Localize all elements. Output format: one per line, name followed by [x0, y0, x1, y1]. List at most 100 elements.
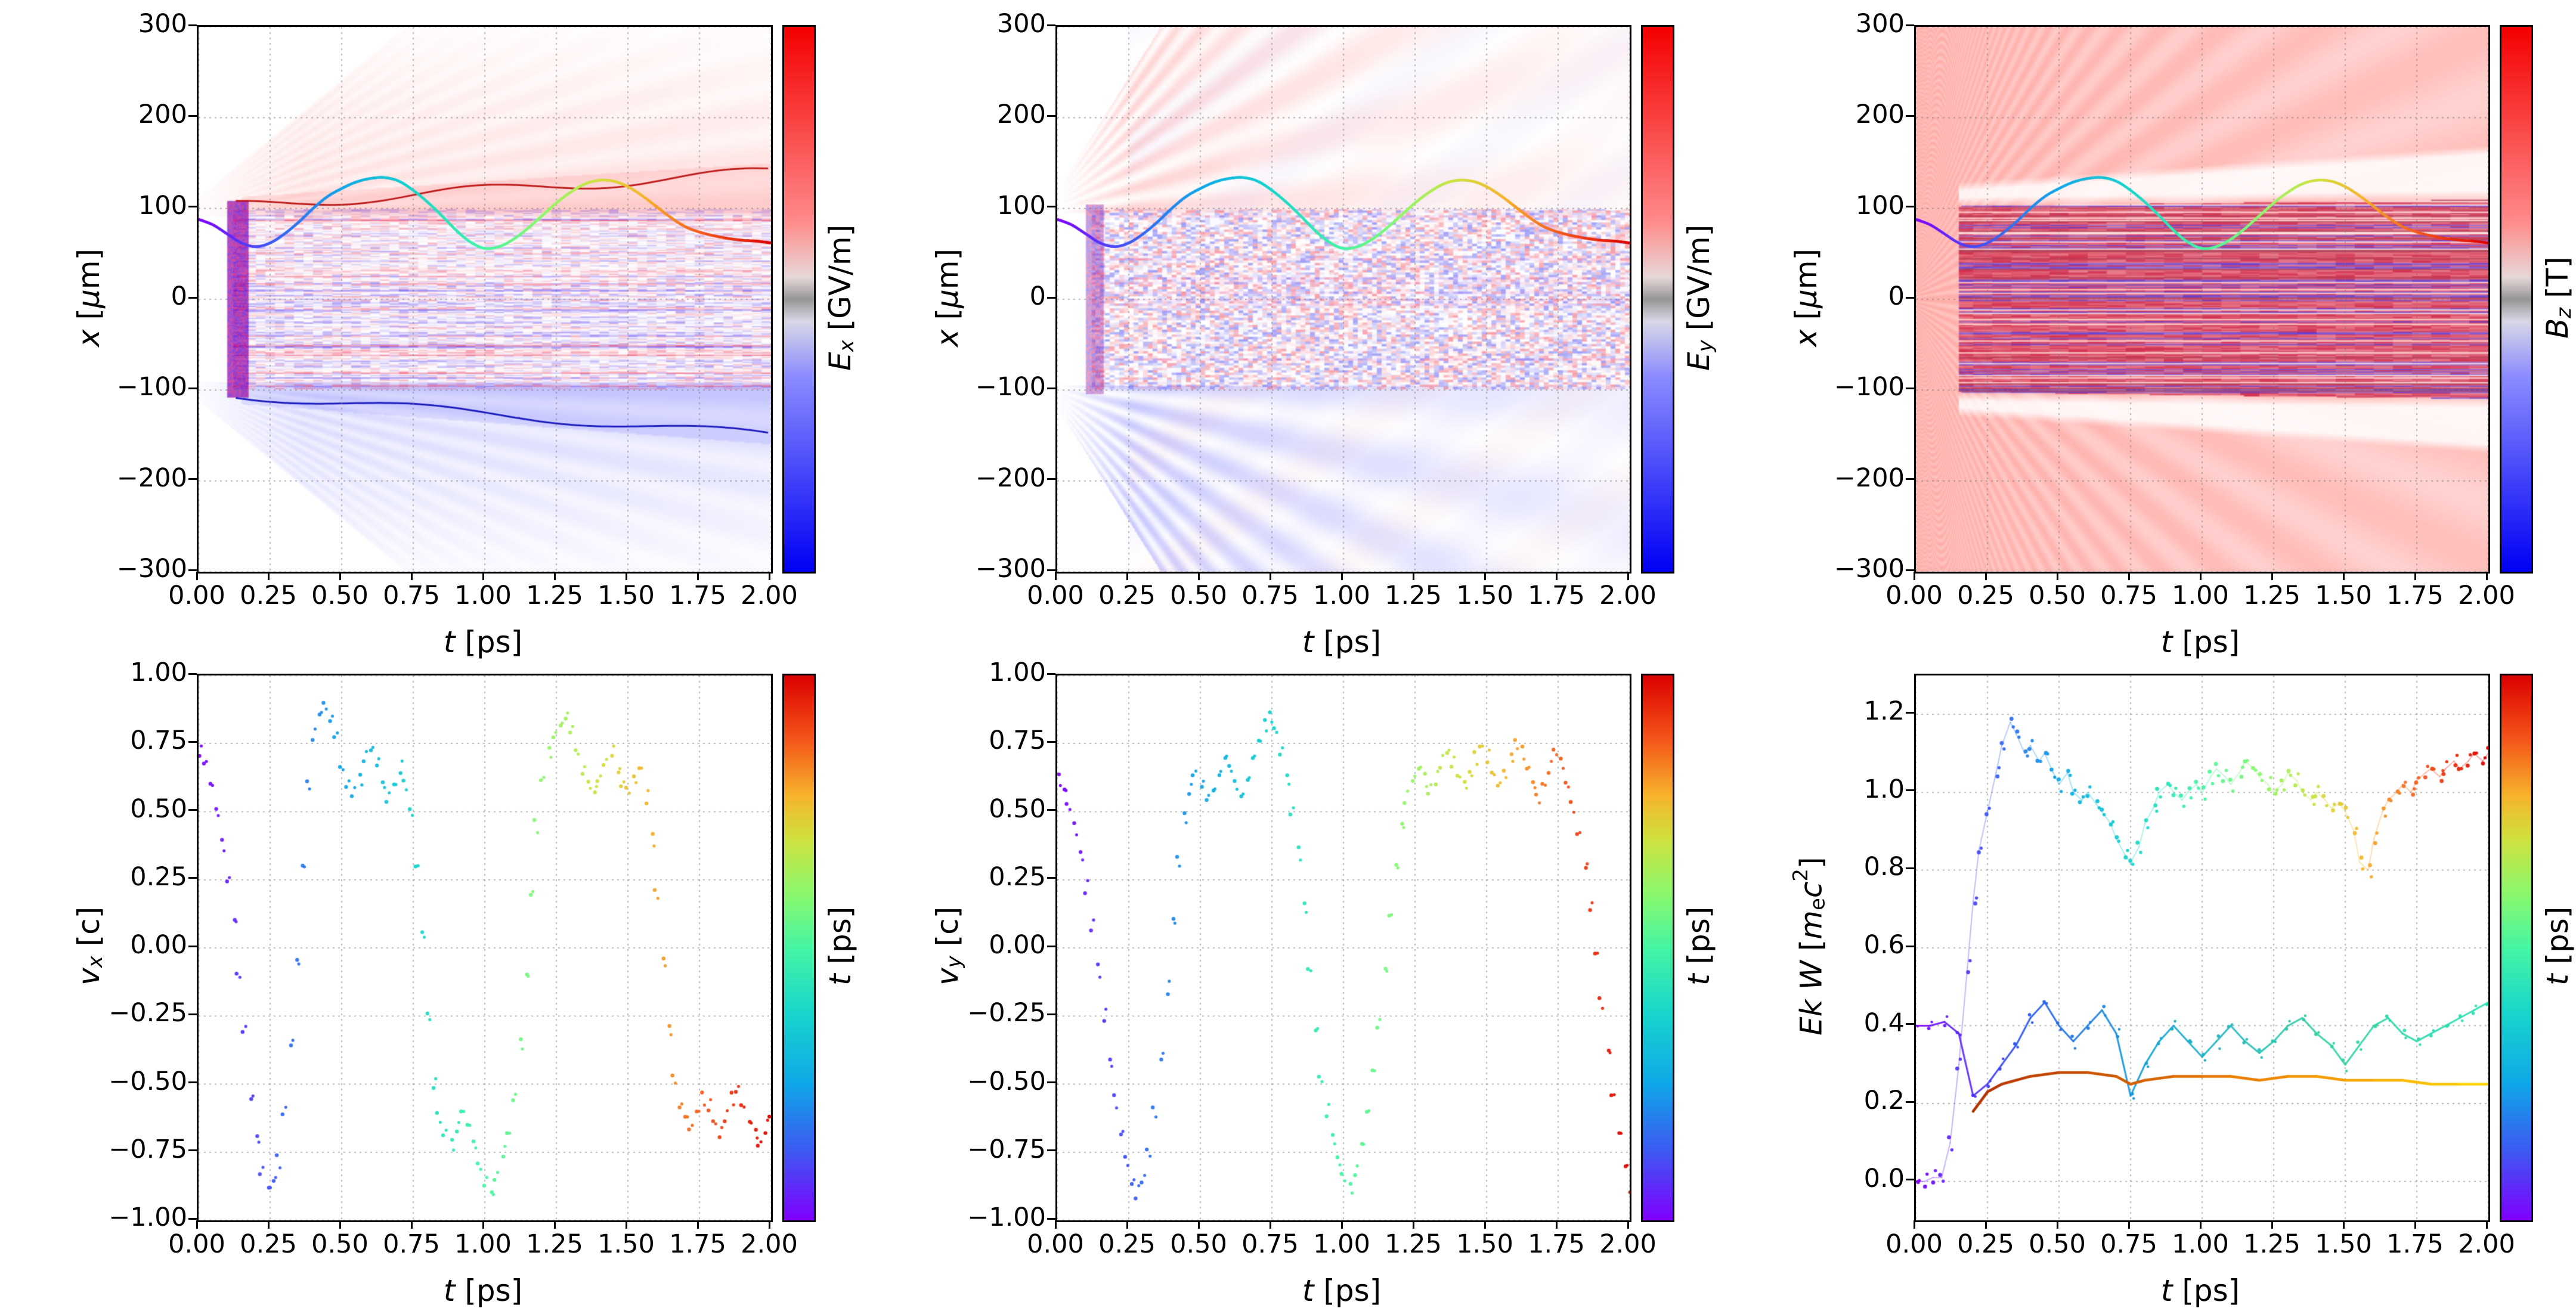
colorbar-label-vx: t [ps] [823, 906, 857, 986]
y-tick-label: 1.00 [989, 658, 1046, 687]
x-tick-mark [410, 1220, 413, 1229]
colorbar-label-ey_map: Ey [GV/m] [1682, 224, 1717, 371]
x-tick-mark [2342, 1220, 2345, 1229]
plot-area-ex_map [197, 25, 773, 574]
y-tick-mark [188, 809, 197, 811]
y-tick-mark [1906, 789, 1914, 792]
x-tick-mark [1412, 1220, 1414, 1229]
y-tick-mark [1906, 569, 1914, 571]
y-tick-mark [188, 1217, 197, 1220]
x-tick-label: 1.75 [669, 581, 726, 610]
y-tick-mark [1047, 24, 1055, 26]
y-tick-mark [1906, 945, 1914, 947]
y-tick-label: 0.75 [130, 726, 187, 756]
y-tick-label: −0.50 [967, 1066, 1046, 1096]
x-axis-label-energy: t [ps] [2160, 1273, 2240, 1308]
colorbar-label-vy: t [ps] [1682, 906, 1716, 986]
y-tick-mark [1047, 478, 1055, 481]
x-tick-mark [1984, 572, 1987, 580]
x-tick-mark [1269, 572, 1271, 580]
panel-vx: vx [c] 1.00 0.75 0.50 0.25 0.00 −0.25 −0.50 −0.7… [0, 649, 859, 1308]
y-tick-label: 0.8 [1863, 852, 1905, 882]
x-axis-label-vx: t [ps] [443, 1273, 523, 1308]
x-tick-label: 1.75 [669, 1229, 726, 1259]
x-tick-label: 1.50 [2315, 1229, 2372, 1259]
y-tick-label: 0.50 [130, 794, 187, 824]
y-tick-label: 100 [138, 190, 187, 221]
x-tick-label: 0.75 [383, 1229, 440, 1259]
x-tick-label: 1.75 [2386, 581, 2444, 610]
plot-canvas-energy [1916, 675, 2488, 1220]
colorbar-canvas-bz_map [2501, 27, 2531, 572]
x-tick-mark [2414, 1220, 2416, 1229]
plot-area-bz_map [1914, 25, 2490, 574]
y-tick-label: 0.00 [130, 930, 187, 960]
colorbar-ey_map [1641, 25, 1674, 574]
y-tick-label: 0.0 [1863, 1163, 1905, 1194]
x-axis-label-ey_map: t [ps] [1302, 625, 1382, 659]
x-tick-label: 1.00 [454, 581, 512, 610]
x-tick-mark [339, 572, 341, 580]
x-tick-label: 1.00 [1313, 581, 1370, 610]
x-tick-mark [696, 572, 699, 580]
y-tick-label: 0.25 [130, 861, 187, 892]
y-tick-mark [1047, 945, 1055, 947]
y-tick-mark [188, 206, 197, 208]
y-tick-label: 0 [171, 281, 187, 311]
x-tick-label: 2.00 [2458, 581, 2515, 610]
y-tick-mark [1906, 1179, 1914, 1181]
y-tick-mark [188, 1081, 197, 1083]
panel-ey_map: x [μm] 300 200 100 0 −100 −200 −300 0.00 0.25 0.50… [859, 0, 1717, 659]
x-tick-label: 1.50 [597, 581, 655, 610]
x-tick-mark [2485, 572, 2488, 580]
panel-energy: Ek W [mec2] 1.2 1.0 0.8 0.6 0.4 0.2 0.0 0.00 0.25… [1717, 649, 2576, 1308]
y-tick-mark [188, 672, 197, 675]
x-tick-label: 0.50 [311, 581, 369, 610]
y-tick-label: −0.50 [109, 1066, 187, 1096]
x-tick-label: 2.00 [1599, 581, 1657, 610]
x-tick-label: 1.25 [2243, 1229, 2301, 1259]
x-tick-mark [1913, 572, 1915, 580]
x-tick-mark [2271, 1220, 2273, 1229]
x-tick-mark [267, 572, 270, 580]
y-tick-label: 0.75 [989, 726, 1046, 756]
x-tick-label: 0.25 [1098, 1229, 1156, 1259]
y-tick-label: 300 [1855, 9, 1905, 39]
y-tick-label: −0.25 [967, 998, 1046, 1028]
x-tick-mark [1126, 1220, 1128, 1229]
x-tick-mark [267, 1220, 270, 1229]
y-tick-label: 0 [1888, 281, 1905, 311]
x-tick-mark [1913, 1220, 1915, 1229]
y-tick-mark [188, 478, 197, 481]
y-tick-label: −300 [975, 554, 1046, 584]
x-tick-label: 0.00 [168, 581, 225, 610]
x-tick-mark [482, 1220, 484, 1229]
y-tick-mark [1906, 478, 1914, 481]
y-tick-label: 100 [996, 190, 1046, 221]
colorbar-canvas-vx [784, 675, 814, 1220]
x-tick-mark [410, 572, 413, 580]
x-tick-mark [1627, 1220, 1629, 1229]
x-tick-mark [339, 1220, 341, 1229]
y-tick-label: 1.0 [1863, 774, 1905, 804]
plot-area-vy [1055, 674, 1631, 1222]
plot-area-ey_map [1055, 25, 1631, 574]
x-tick-mark [1984, 1220, 1987, 1229]
x-tick-label: 1.75 [2386, 1229, 2444, 1259]
y-tick-mark [188, 945, 197, 947]
x-tick-label: 0.75 [383, 581, 440, 610]
y-tick-label: 1.2 [1863, 696, 1905, 727]
plot-canvas-bz_map [1916, 27, 2488, 572]
x-axis-label-bz_map: t [ps] [2160, 625, 2240, 659]
y-tick-mark [188, 296, 197, 299]
y-tick-label: 0.2 [1863, 1086, 1905, 1116]
y-tick-mark [1047, 569, 1055, 571]
y-tick-label: 100 [1855, 190, 1905, 221]
y-tick-label: −300 [1834, 554, 1905, 584]
x-tick-label: 0.50 [311, 1229, 369, 1259]
plot-area-energy [1914, 674, 2490, 1222]
colorbar-label-ex_map: Ex [GV/m] [823, 224, 859, 371]
y-tick-mark [1906, 1023, 1914, 1025]
y-tick-label: 0.25 [989, 861, 1046, 892]
x-tick-label: 0.50 [2029, 581, 2086, 610]
